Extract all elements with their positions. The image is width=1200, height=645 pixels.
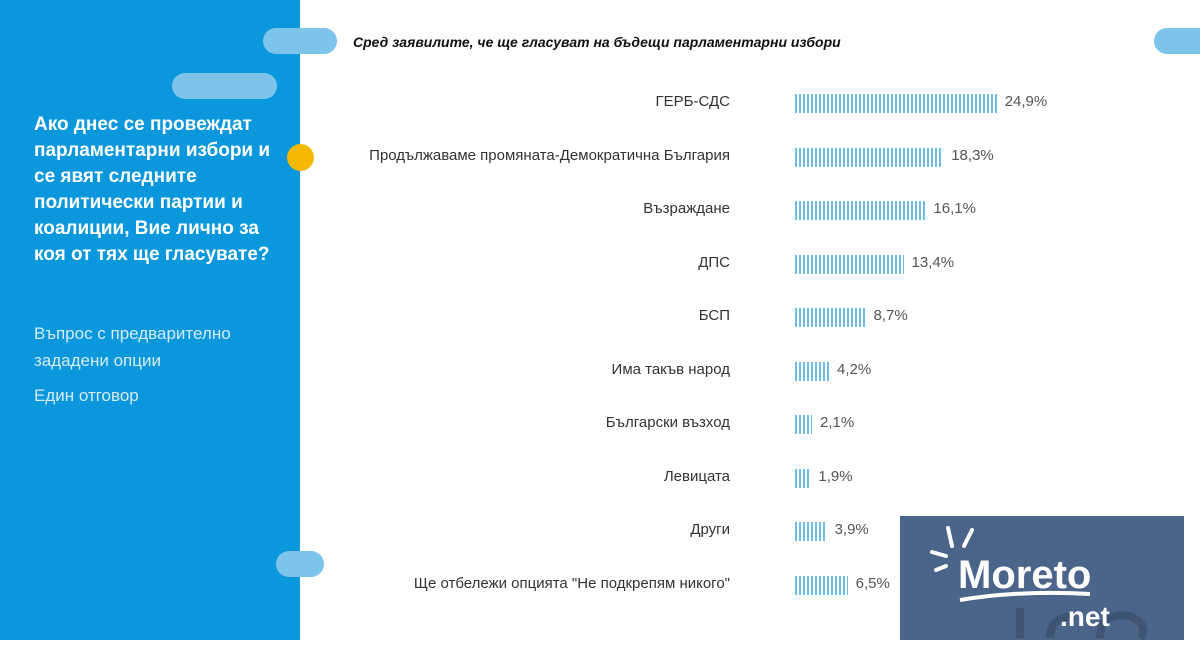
bar bbox=[795, 575, 848, 595]
answer-type: Един отговор bbox=[34, 386, 139, 405]
bar-row: ДПС 13,4% bbox=[300, 252, 1200, 276]
bar-row: Ще отбележи опцията "Не подкрепям никого… bbox=[300, 573, 1200, 597]
value-label: 13,4% bbox=[911, 253, 955, 271]
bar bbox=[795, 147, 944, 167]
left-panel bbox=[0, 0, 300, 640]
value-label: 1,9% bbox=[818, 467, 853, 485]
category-label: Възраждане bbox=[643, 200, 730, 217]
bar bbox=[795, 468, 811, 488]
bar bbox=[795, 522, 827, 541]
accent-dot bbox=[287, 144, 314, 171]
category-label: Други bbox=[690, 521, 730, 538]
bar-row: Възраждане 16,1% bbox=[300, 198, 1200, 222]
bar-row: Левицата 1,9% bbox=[300, 466, 1200, 490]
moreto-logo: Moreto .net bbox=[900, 516, 1184, 641]
value-label: 2,1% bbox=[820, 414, 855, 431]
value-label: 16,1% bbox=[933, 200, 976, 217]
bar-row: ГЕРБ-СДС 24,9% bbox=[300, 91, 1200, 115]
value-label: 18,3% bbox=[951, 146, 994, 164]
decor-pill bbox=[172, 73, 277, 99]
bar bbox=[795, 361, 830, 381]
survey-question: Ако днес се провеждат парламентарни избо… bbox=[34, 114, 271, 265]
bar bbox=[795, 254, 904, 274]
bar-row: Има такъв народ 4,2% bbox=[300, 359, 1200, 383]
bar-row: Други 3,9% bbox=[300, 519, 1200, 543]
bar bbox=[795, 415, 812, 434]
value-label: 4,2% bbox=[837, 360, 872, 378]
category-label: БСП bbox=[698, 307, 730, 324]
value-label: 24,9% bbox=[1004, 93, 1048, 110]
bar-row: БСП 8,7% bbox=[300, 305, 1200, 329]
svg-text:.net: .net bbox=[1060, 601, 1110, 632]
bar-row: Продължаваме промяната-Демократична Бълг… bbox=[300, 145, 1200, 169]
category-label: ДПС bbox=[698, 253, 730, 271]
value-label: 3,9% bbox=[834, 521, 869, 538]
decor-pill bbox=[1154, 28, 1200, 54]
category-label: Български възход bbox=[605, 414, 730, 431]
decor-pill bbox=[276, 551, 324, 577]
category-label: Има такъв народ bbox=[611, 360, 730, 378]
bar-row: Български възход 2,1% bbox=[300, 412, 1200, 436]
value-label: 6,5% bbox=[855, 574, 890, 592]
category-label: Продължаваме промяната-Демократична Бълг… bbox=[369, 146, 730, 164]
question-type: Въпрос с предварително зададени опции bbox=[34, 324, 231, 370]
bar bbox=[795, 201, 926, 220]
decor-pill bbox=[263, 28, 337, 54]
chart-title: Сред заявилите, че ще гласуват на бъдещи… bbox=[353, 34, 841, 50]
svg-text:Moreto: Moreto bbox=[958, 553, 1091, 597]
category-label: Левицата bbox=[663, 467, 730, 485]
category-label: ГЕРБ-СДС bbox=[655, 93, 730, 110]
value-label: 8,7% bbox=[873, 307, 908, 324]
left-text: Ако днес се провеждат парламентарни избо… bbox=[34, 112, 286, 417]
bar bbox=[795, 94, 997, 113]
category-label: Ще отбележи опцията "Не подкрепям никого… bbox=[413, 574, 730, 592]
bar bbox=[795, 308, 866, 327]
